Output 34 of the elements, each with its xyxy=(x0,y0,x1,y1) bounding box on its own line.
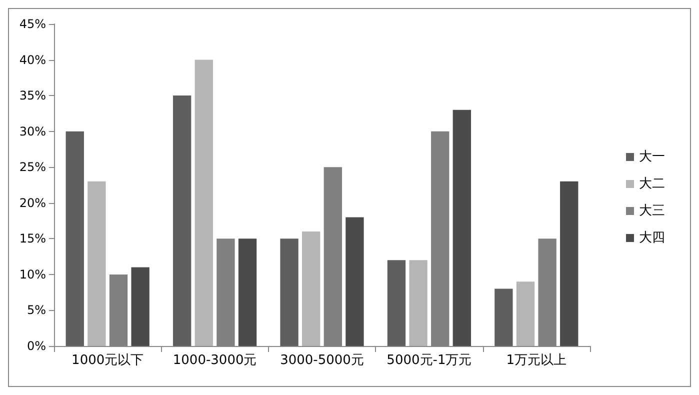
y-tick-label: 35% xyxy=(19,88,46,103)
bar xyxy=(238,238,257,346)
bar xyxy=(409,260,428,346)
legend-label: 大三 xyxy=(639,204,665,218)
bar xyxy=(302,232,320,346)
legend-label: 大一 xyxy=(639,150,665,164)
bar xyxy=(131,267,150,346)
bar xyxy=(346,217,364,346)
y-tick-label: 10% xyxy=(19,267,46,282)
y-tick-label: 40% xyxy=(19,52,46,67)
y-tick-label: 25% xyxy=(19,160,46,174)
legend-label: 大四 xyxy=(639,230,665,246)
bar xyxy=(194,60,213,346)
bar xyxy=(280,238,298,346)
legend-label: 大二 xyxy=(639,176,665,192)
bar xyxy=(88,181,106,346)
bar xyxy=(172,96,192,346)
bar xyxy=(560,181,578,346)
x-tick-label: 1000元以下 xyxy=(72,353,144,368)
bar xyxy=(66,131,84,346)
y-tick-label: 5% xyxy=(26,303,46,318)
y-tick-label: 15% xyxy=(19,232,46,246)
bar xyxy=(494,288,513,346)
y-tick-label: 30% xyxy=(19,124,46,138)
x-tick-label: 5000元-1万元 xyxy=(386,353,472,368)
x-tick-label: 1万元以上 xyxy=(506,353,567,368)
bar xyxy=(516,282,535,346)
y-tick-label: 20% xyxy=(19,196,46,210)
x-tick-label: 1000-3000元 xyxy=(172,353,257,368)
bar xyxy=(387,260,406,346)
y-tick-label: 45% xyxy=(19,17,46,31)
x-tick-label: 3000-5000元 xyxy=(280,353,364,368)
y-tick-label: 0% xyxy=(26,339,46,353)
bar xyxy=(452,110,472,346)
